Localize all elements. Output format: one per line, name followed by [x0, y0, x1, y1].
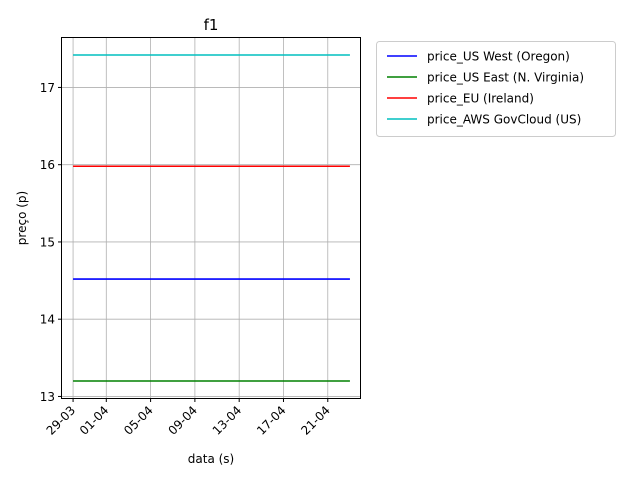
legend-entry: price_US West (Oregon) — [387, 50, 570, 64]
legend: price_US West (Oregon) price_US East (N. … — [376, 41, 616, 137]
legend-items: price_US West (Oregon) price_US East (N. … — [387, 50, 584, 127]
legend-entry: price_AWS GovCloud (US) — [387, 113, 581, 127]
legend-entry: price_US East (N. Virginia) — [387, 71, 584, 85]
grid-layer — [62, 38, 361, 398]
y-axis-label: preço (p) — [15, 191, 29, 245]
legend-label: price_EU (Ireland) — [427, 92, 534, 106]
y-tick-label: 17 — [40, 81, 55, 95]
y-tick-label: 16 — [40, 158, 55, 172]
y-tick-label: 15 — [40, 235, 55, 249]
series-layer — [73, 54, 350, 382]
legend-entry: price_EU (Ireland) — [387, 92, 534, 106]
plot-frame — [61, 37, 361, 399]
y-tick-label: 13 — [40, 390, 55, 404]
x-axis-label: data (s) — [188, 452, 234, 466]
legend-label: price_AWS GovCloud (US) — [427, 113, 581, 127]
legend-frame — [376, 41, 616, 137]
legend-label: price_US West (Oregon) — [427, 50, 570, 64]
y-axis-ticks: 13 14 15 16 17 — [40, 81, 62, 404]
chart-title: f1 — [204, 16, 219, 34]
y-tick-label: 14 — [40, 313, 55, 327]
legend-label: price_US East (N. Virginia) — [427, 71, 584, 85]
